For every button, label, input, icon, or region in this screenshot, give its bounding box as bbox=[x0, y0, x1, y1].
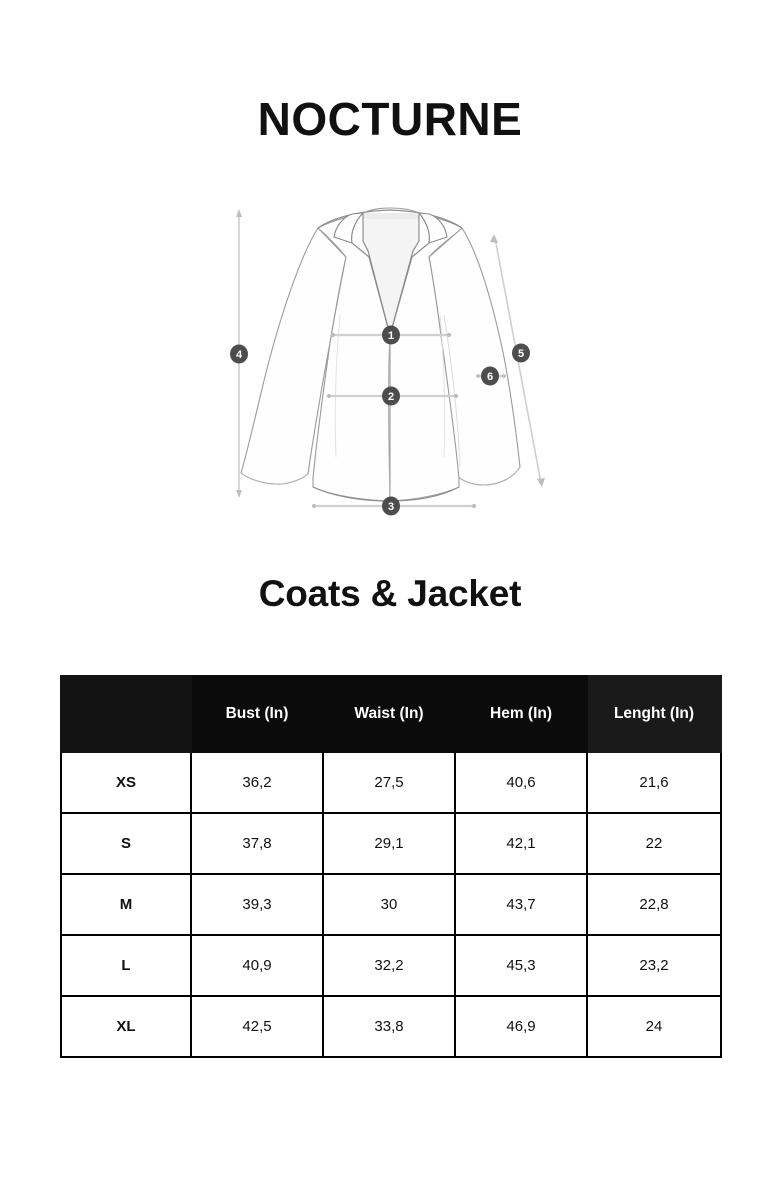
marker-2-waist: 2 bbox=[382, 386, 400, 406]
table-body: XS 36,2 27,5 40,6 21,6 S 37,8 29,1 42,1 … bbox=[60, 751, 722, 1058]
measurement-markers: 1 2 3 4 5 bbox=[230, 325, 530, 516]
table-row: XS 36,2 27,5 40,6 21,6 bbox=[60, 751, 722, 814]
brand-title: NOCTURNE bbox=[257, 93, 523, 145]
cell-hem: 45,3 bbox=[454, 934, 588, 997]
blazer-diagram: 1 2 3 4 5 bbox=[200, 195, 580, 535]
cell-size: XS bbox=[60, 751, 192, 814]
cell-length: 23,2 bbox=[586, 934, 722, 997]
marker-3-label: 3 bbox=[388, 501, 394, 513]
cell-waist: 29,1 bbox=[322, 812, 456, 875]
cell-length: 24 bbox=[586, 995, 722, 1058]
dimension-endpoints bbox=[311, 332, 506, 509]
cell-bust: 42,5 bbox=[190, 995, 324, 1058]
table-header-row: Bust (In) Waist (In) Hem (In) Lenght (In… bbox=[60, 675, 722, 753]
column-header-bust: Bust (In) bbox=[190, 675, 324, 753]
cell-waist: 30 bbox=[322, 873, 456, 936]
marker-3-hem: 3 bbox=[382, 496, 400, 516]
marker-4-length: 4 bbox=[230, 344, 248, 364]
cell-size: S bbox=[60, 812, 192, 875]
marker-5-sleeve-length: 5 bbox=[512, 343, 530, 363]
cell-hem: 42,1 bbox=[454, 812, 588, 875]
cell-length: 22,8 bbox=[586, 873, 722, 936]
cell-hem: 40,6 bbox=[454, 751, 588, 814]
cell-waist: 32,2 bbox=[322, 934, 456, 997]
column-header-waist: Waist (In) bbox=[322, 675, 456, 753]
cell-size: XL bbox=[60, 995, 192, 1058]
cell-bust: 39,3 bbox=[190, 873, 324, 936]
blazer-inner-shade bbox=[363, 213, 419, 336]
marker-4-label: 4 bbox=[236, 349, 243, 361]
column-header-size bbox=[60, 675, 192, 753]
cell-waist: 27,5 bbox=[322, 751, 456, 814]
cell-waist: 33,8 bbox=[322, 995, 456, 1058]
marker-1-label: 1 bbox=[388, 330, 394, 342]
marker-6-sleeve-width: 6 bbox=[481, 366, 499, 386]
cell-size: L bbox=[60, 934, 192, 997]
size-chart-table: Bust (In) Waist (In) Hem (In) Lenght (In… bbox=[60, 675, 722, 1058]
table-head: Bust (In) Waist (In) Hem (In) Lenght (In… bbox=[60, 675, 722, 753]
column-header-length: Lenght (In) bbox=[586, 675, 722, 753]
marker-5-label: 5 bbox=[518, 348, 524, 360]
cell-hem: 46,9 bbox=[454, 995, 588, 1058]
cell-size: M bbox=[60, 873, 192, 936]
table-row: XL 42,5 33,8 46,9 24 bbox=[60, 995, 722, 1058]
cell-length: 21,6 bbox=[586, 751, 722, 814]
marker-6-label: 6 bbox=[487, 371, 493, 383]
table-row: M 39,3 30 43,7 22,8 bbox=[60, 873, 722, 936]
table-row: L 40,9 32,2 45,3 23,2 bbox=[60, 934, 722, 997]
column-header-hem: Hem (In) bbox=[454, 675, 588, 753]
blazer-diagram-svg: 1 2 3 4 5 bbox=[230, 207, 545, 516]
marker-1-bust: 1 bbox=[382, 325, 400, 345]
cell-bust: 40,9 bbox=[190, 934, 324, 997]
marker-2-label: 2 bbox=[388, 391, 394, 403]
table-row: S 37,8 29,1 42,1 22 bbox=[60, 812, 722, 875]
category-title: Coats & Jacket bbox=[258, 573, 522, 614]
cell-length: 22 bbox=[586, 812, 722, 875]
cell-hem: 43,7 bbox=[454, 873, 588, 936]
cell-bust: 36,2 bbox=[190, 751, 324, 814]
size-table-container: Bust (In) Waist (In) Hem (In) Lenght (In… bbox=[60, 675, 722, 1058]
cell-bust: 37,8 bbox=[190, 812, 324, 875]
